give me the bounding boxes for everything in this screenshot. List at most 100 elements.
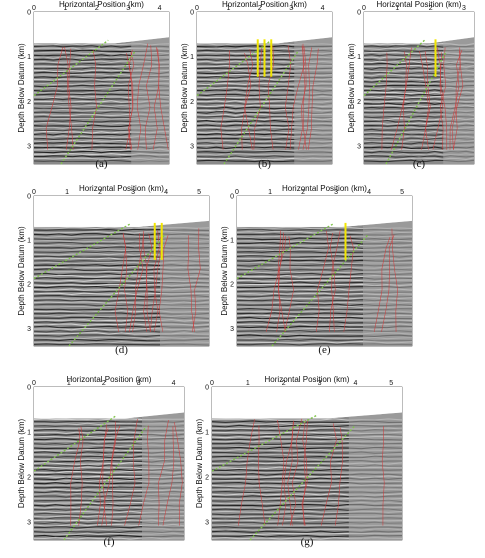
x-tick-label: 4 <box>367 189 371 196</box>
x-tick-label: 3 <box>126 5 130 12</box>
fault-line <box>244 48 253 150</box>
fault-line <box>158 419 169 526</box>
seismic-image <box>236 196 413 347</box>
fault-line <box>287 420 295 526</box>
horizon-line <box>236 223 334 280</box>
fault-line <box>70 428 81 526</box>
y-tick-label: 2 <box>205 475 209 482</box>
y-tick-label: 0 <box>205 385 209 392</box>
horizon-line <box>33 414 117 472</box>
horizon-line <box>33 223 131 280</box>
horizon-line <box>271 233 369 347</box>
seismic-panel-d: Horizontal Position (km) Depth Below Datu… <box>17 184 227 364</box>
y-tick-label: 1 <box>27 430 31 437</box>
fault-line <box>277 420 285 526</box>
fault-line <box>192 228 201 332</box>
x-tick-label: 2 <box>429 5 433 12</box>
seismic-image <box>211 387 403 541</box>
horizon-line <box>33 39 109 97</box>
fault-line <box>174 422 183 526</box>
y-tick-label: 0 <box>27 385 31 392</box>
y-tick-label: 1 <box>27 238 31 245</box>
fault-line <box>373 236 391 332</box>
fault-line <box>158 235 169 332</box>
y-tick-label: 1 <box>190 54 194 61</box>
x-tick-label: 0 <box>32 5 36 12</box>
fault-line <box>129 233 144 332</box>
seismic-image <box>33 12 170 165</box>
x-tick-label: 1 <box>246 380 250 387</box>
panel-caption: (b) <box>258 158 271 170</box>
x-tick-label: 1 <box>65 189 69 196</box>
y-tick-label: 3 <box>357 144 361 151</box>
x-tick-label: 2 <box>282 380 286 387</box>
fault-line <box>66 48 72 150</box>
fault-line <box>381 426 385 526</box>
horizon-line <box>223 50 299 165</box>
x-tick-label: 1 <box>226 5 230 12</box>
x-tick-label: 0 <box>32 380 36 387</box>
panel-caption: (c) <box>412 158 426 170</box>
fault-line <box>128 49 133 150</box>
fault-line <box>142 230 148 332</box>
y-tick-label: 2 <box>357 99 361 106</box>
fault-line <box>320 423 337 526</box>
fault-line <box>277 230 286 332</box>
seismic-image <box>33 196 210 347</box>
x-tick-label: 2 <box>301 189 305 196</box>
fault-line <box>334 427 343 526</box>
fault-line <box>276 232 285 332</box>
y-tick-label: 2 <box>230 282 234 289</box>
horizon-line <box>363 39 425 97</box>
y-axis-title: Depth Below Datum (km) <box>180 43 189 133</box>
seismic-panel-a: Horizontal Position (km) Depth Below Datu… <box>17 0 187 182</box>
y-tick-label: 2 <box>27 282 31 289</box>
horizon-line <box>249 425 356 541</box>
fault-line <box>124 418 138 526</box>
fault-line <box>144 45 153 150</box>
seismic-panel-b: Horizontal Position (km) Depth Below Datu… <box>180 0 350 182</box>
y-tick-label: 3 <box>27 144 31 151</box>
x-tick-label: 1 <box>395 5 399 12</box>
y-tick-label: 2 <box>190 99 194 106</box>
fault-line <box>301 420 308 526</box>
fault-line <box>265 235 287 332</box>
fault-line <box>432 52 443 150</box>
x-tick-label: 3 <box>462 5 466 12</box>
y-tick-label: 3 <box>27 326 31 333</box>
seismic-image <box>196 12 333 165</box>
panel-caption: (g) <box>300 536 314 548</box>
panel-caption: (f) <box>103 536 115 548</box>
x-axis-title: Horizontal Position (km) <box>377 0 462 9</box>
x-tick-label: 2 <box>102 380 106 387</box>
fault-line <box>302 420 308 526</box>
fault-line <box>439 47 447 150</box>
y-tick-label: 2 <box>27 99 31 106</box>
fault-line <box>258 425 266 526</box>
fault-line <box>156 47 169 150</box>
x-tick-label: 2 <box>258 5 262 12</box>
fault-line <box>390 47 412 150</box>
fault-line <box>91 49 97 150</box>
y-tick-label: 0 <box>27 10 31 17</box>
fault-line <box>453 50 461 150</box>
horizon-line <box>196 39 272 97</box>
fault-line <box>284 236 294 332</box>
x-axis-title: Horizontal Position (km) <box>222 0 307 9</box>
fault-line <box>238 419 255 526</box>
y-axis-title: Depth Below Datum (km) <box>195 418 204 508</box>
horizon-line <box>60 50 136 165</box>
x-axis-title: Horizontal Position (km) <box>67 375 152 384</box>
fault-line <box>241 52 252 150</box>
y-tick-label: 1 <box>205 430 209 437</box>
x-tick-label: 5 <box>389 380 393 387</box>
fault-line <box>331 229 341 332</box>
y-tick-label: 0 <box>230 194 234 201</box>
x-tick-label: 1 <box>63 5 67 12</box>
fault-line <box>136 43 149 150</box>
x-tick-label: 1 <box>268 189 272 196</box>
x-tick-label: 0 <box>32 189 36 196</box>
x-tick-label: 3 <box>289 5 293 12</box>
fault-line <box>97 428 109 526</box>
x-tick-label: 4 <box>321 5 325 12</box>
